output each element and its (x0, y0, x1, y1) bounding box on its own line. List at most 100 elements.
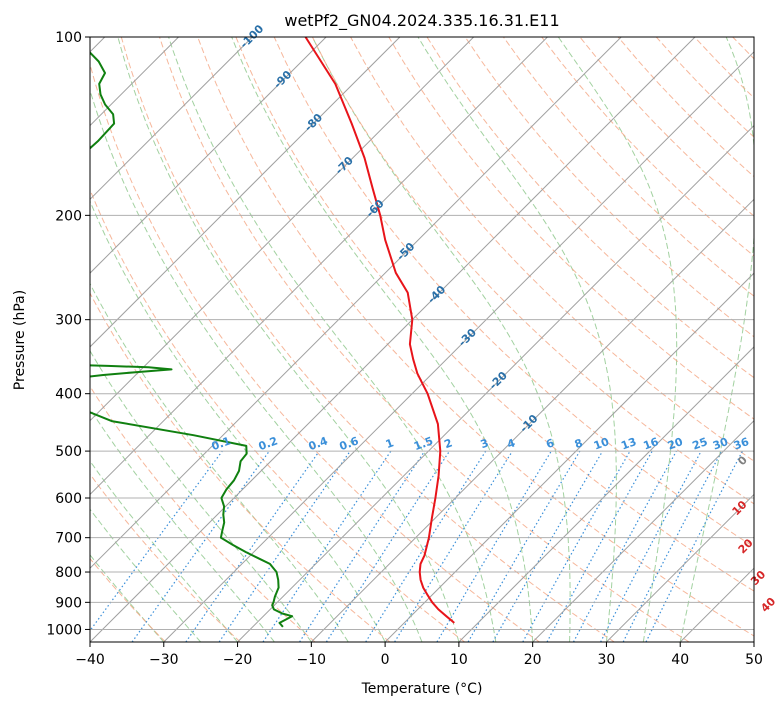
y-tick-label: 900 (55, 595, 82, 611)
mixing-ratio-line (299, 450, 426, 642)
dry-adiabat-line (771, 37, 775, 642)
isotherm-line (606, 493, 754, 642)
y-axis-ticks: 100 200 300 400 500 600 700 800 900 1000 (46, 30, 90, 638)
isotherm-line (384, 272, 754, 642)
mixing-ratio-line (572, 450, 677, 642)
x-tick-label: 0 (381, 652, 390, 668)
moist-adiabat-line (90, 200, 386, 642)
dry-adiabat-line (273, 37, 754, 548)
dry-adiabat-line (311, 37, 754, 505)
mixing-ratio-line (325, 450, 450, 642)
dry-adiabat-line (388, 37, 754, 420)
mixing-ratio-line (394, 450, 513, 642)
mixing-ratio-label: 13 (619, 435, 638, 452)
mixing-ratio-line (522, 450, 631, 642)
x-tick-label: −20 (223, 652, 253, 668)
dry-adiabat-line (90, 292, 391, 642)
isotherms (90, 37, 754, 642)
dry-adiabat-line (90, 62, 540, 642)
isotherm-line (90, 37, 548, 496)
isotherm-line (532, 419, 754, 642)
plot-frame (89, 36, 755, 643)
moist-adiabat-line (168, 37, 497, 642)
dry-adiabat-label: 40 (758, 595, 775, 615)
x-axis-label: Temperature (°C) (361, 681, 483, 697)
mixing-ratio-label: 2 (442, 436, 454, 451)
mixing-ratio-line (218, 450, 351, 642)
mixing-ratio-label: 25 (691, 435, 710, 452)
mixing-ratio-label: 10 (592, 435, 611, 453)
mixing-ratio-label: 0.2 (257, 434, 280, 453)
y-tick-label: 700 (55, 531, 82, 547)
dry-adiabat-line (90, 385, 316, 642)
dry-adiabat-line (90, 557, 166, 642)
mixing-ratio-line (645, 450, 744, 642)
isotherm-line (90, 37, 401, 348)
moist-adiabat-line (90, 349, 312, 642)
x-tick-label: −10 (297, 652, 327, 668)
dry-adiabat-line (235, 37, 754, 592)
temperature-profile-line (304, 37, 455, 624)
mixing-ratio-labels: 0.1 0.2 0.4 0.6 1 1.5 2 3 4 6 8 10 13 16 20 25 30 36 (210, 434, 751, 453)
dewpoint-profile-line (90, 51, 294, 628)
isotherm-line (237, 124, 754, 642)
mixing-ratio-label: 0.6 (338, 434, 361, 453)
moist-adiabat-line (117, 37, 460, 642)
y-tick-label: 600 (55, 491, 82, 507)
mixing-ratio-label: 3 (479, 436, 491, 451)
dry-adiabat-line (159, 37, 690, 642)
isotherm-line (163, 51, 754, 642)
x-axis-ticks: −40 −30 −20 −10 0 10 20 30 40 50 (75, 642, 763, 668)
pressure-gridlines (90, 37, 754, 630)
x-tick-label: 30 (598, 652, 616, 668)
x-tick-label: 10 (450, 652, 468, 668)
moist-adiabat-line (90, 508, 202, 642)
mixing-ratio-line (262, 450, 392, 642)
dry-adiabat-line (350, 37, 754, 462)
mixing-ratio-line (185, 450, 320, 642)
mixing-ratio-line (546, 450, 653, 642)
x-tick-label: 50 (745, 652, 763, 668)
y-tick-label: 100 (55, 30, 82, 46)
x-tick-label: −40 (75, 652, 105, 668)
moist-adiabat-line (90, 554, 165, 642)
mixing-ratio-label: 6 (544, 436, 556, 451)
isotherm-line (90, 37, 696, 642)
moist-adiabat-line (90, 282, 349, 642)
mixing-ratio-label: 8 (573, 436, 585, 451)
x-tick-label: −30 (149, 652, 179, 668)
dry-adiabat-line (120, 37, 615, 642)
y-tick-label: 200 (55, 208, 82, 224)
profile-lines (90, 37, 455, 628)
isotherm-line (90, 37, 622, 569)
moist-adiabat-line (90, 88, 423, 642)
mixing-ratio-label: 0.4 (307, 434, 330, 453)
mixing-ratio-label: 36 (732, 435, 751, 453)
x-tick-label: 20 (524, 652, 542, 668)
dry-adiabats (90, 37, 775, 642)
y-tick-label: 800 (55, 565, 82, 581)
chart-title: wetPf2_GN04.2024.335.16.31.E11 (284, 11, 559, 31)
dry-adiabat-line (90, 473, 241, 642)
mixing-ratio-label: 16 (642, 435, 661, 453)
mixing-ratio-lines (90, 450, 744, 642)
mixing-ratio-label: 0.1 (210, 434, 233, 453)
y-tick-label: 1000 (46, 622, 82, 638)
isotherm-line (90, 37, 475, 422)
mixing-ratio-label: 4 (505, 436, 517, 451)
y-tick-label: 400 (55, 387, 82, 403)
y-tick-label: 500 (55, 444, 82, 460)
dry-adiabat-line (464, 37, 754, 338)
mixing-ratio-line (90, 450, 223, 632)
isotherm-line (310, 198, 754, 642)
mixing-ratio-label: 1 (384, 436, 396, 451)
mixing-ratio-label: 30 (711, 435, 730, 453)
x-tick-label: 40 (671, 652, 689, 668)
dry-adiabat-line (502, 37, 754, 297)
moist-adiabat-line (231, 37, 534, 642)
isotherm-line (90, 37, 327, 274)
isotherm-line (458, 346, 754, 642)
moist-adiabat-line (417, 37, 617, 642)
mixing-ratio-label: 20 (666, 435, 685, 453)
